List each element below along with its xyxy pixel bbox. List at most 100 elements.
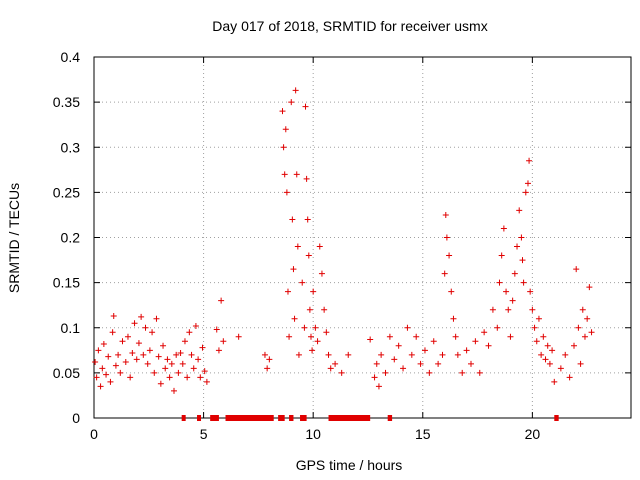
data-point: [435, 360, 442, 367]
data-point: [294, 243, 301, 250]
data-point: [448, 288, 455, 295]
y-tick-label: 0.2: [61, 230, 81, 246]
data-point: [220, 338, 227, 345]
data-point: [327, 365, 334, 372]
data-point: [135, 340, 142, 347]
data-point: [496, 279, 503, 286]
data-point: [498, 252, 505, 259]
data-point: [155, 353, 162, 360]
axis-ticks: [93, 56, 631, 419]
data-point: [526, 157, 533, 164]
zero-value-mark: [210, 415, 219, 421]
data-point: [186, 329, 193, 336]
data-point: [338, 369, 345, 376]
data-point: [310, 288, 317, 295]
data-point: [546, 360, 553, 367]
data-point: [533, 338, 540, 345]
data-point: [404, 324, 411, 331]
data-point: [284, 288, 291, 295]
data-point: [290, 266, 297, 273]
data-point: [302, 103, 309, 110]
data-point: [459, 369, 466, 376]
data-point: [476, 369, 483, 376]
data-point: [529, 306, 536, 313]
data-point: [299, 279, 306, 286]
data-point: [168, 360, 175, 367]
x-tick-label: 20: [525, 426, 541, 442]
data-point: [467, 360, 474, 367]
data-point: [190, 365, 197, 372]
data-point: [522, 189, 529, 196]
data-point: [119, 338, 126, 345]
zero-value-mark: [181, 415, 186, 421]
data-point: [332, 360, 339, 367]
data-point: [408, 351, 415, 358]
data-point: [345, 351, 352, 358]
data-point: [454, 351, 461, 358]
data-point: [586, 284, 593, 291]
data-point: [378, 351, 385, 358]
data-point: [446, 252, 453, 259]
data-point: [391, 356, 398, 363]
data-point: [312, 324, 319, 331]
data-point: [282, 126, 289, 133]
data-point: [306, 306, 313, 313]
data-point: [144, 360, 151, 367]
data-point: [518, 234, 525, 241]
data-point: [160, 342, 167, 349]
data-marks: [92, 87, 595, 394]
data-point: [542, 356, 549, 363]
data-point: [382, 369, 389, 376]
data-point: [443, 234, 450, 241]
data-point: [551, 378, 558, 385]
data-point: [472, 338, 479, 345]
zero-value-marks: [181, 415, 559, 421]
data-point: [489, 306, 496, 313]
data-point: [430, 338, 437, 345]
data-point: [138, 313, 145, 320]
data-point: [316, 243, 323, 250]
data-point: [166, 374, 173, 381]
zero-value-mark: [300, 415, 307, 421]
zero-value-mark: [328, 415, 371, 421]
x-tick-label: 5: [200, 426, 208, 442]
data-point: [279, 108, 286, 115]
data-point: [197, 374, 204, 381]
data-point: [307, 333, 314, 340]
data-point: [107, 378, 114, 385]
y-tick-label: 0: [72, 410, 80, 426]
data-point: [301, 324, 308, 331]
data-point: [375, 383, 382, 390]
data-point: [520, 279, 527, 286]
data-point: [281, 171, 288, 178]
data-point: [292, 87, 299, 94]
data-point: [527, 288, 534, 295]
data-point: [584, 315, 591, 322]
data-point: [289, 216, 296, 223]
chart-grid: [94, 57, 631, 418]
data-point: [318, 270, 325, 277]
data-point: [203, 378, 210, 385]
data-point: [323, 329, 330, 336]
data-point: [162, 365, 169, 372]
data-point: [588, 329, 595, 336]
data-point: [417, 360, 424, 367]
data-point: [514, 243, 521, 250]
data-point: [117, 369, 124, 376]
data-point: [505, 306, 512, 313]
data-point: [577, 360, 584, 367]
data-point: [516, 207, 523, 214]
x-tick-label: 15: [415, 426, 431, 442]
data-point: [146, 347, 153, 354]
data-point: [149, 329, 156, 336]
data-point: [133, 356, 140, 363]
data-point: [97, 383, 104, 390]
y-tick-label: 0.05: [53, 365, 80, 381]
data-point: [450, 315, 457, 322]
zero-value-mark: [387, 415, 393, 421]
zero-value-mark: [278, 415, 285, 421]
data-point: [575, 324, 582, 331]
data-point: [531, 324, 538, 331]
data-point: [485, 342, 492, 349]
y-tick-label: 0.25: [53, 184, 80, 200]
